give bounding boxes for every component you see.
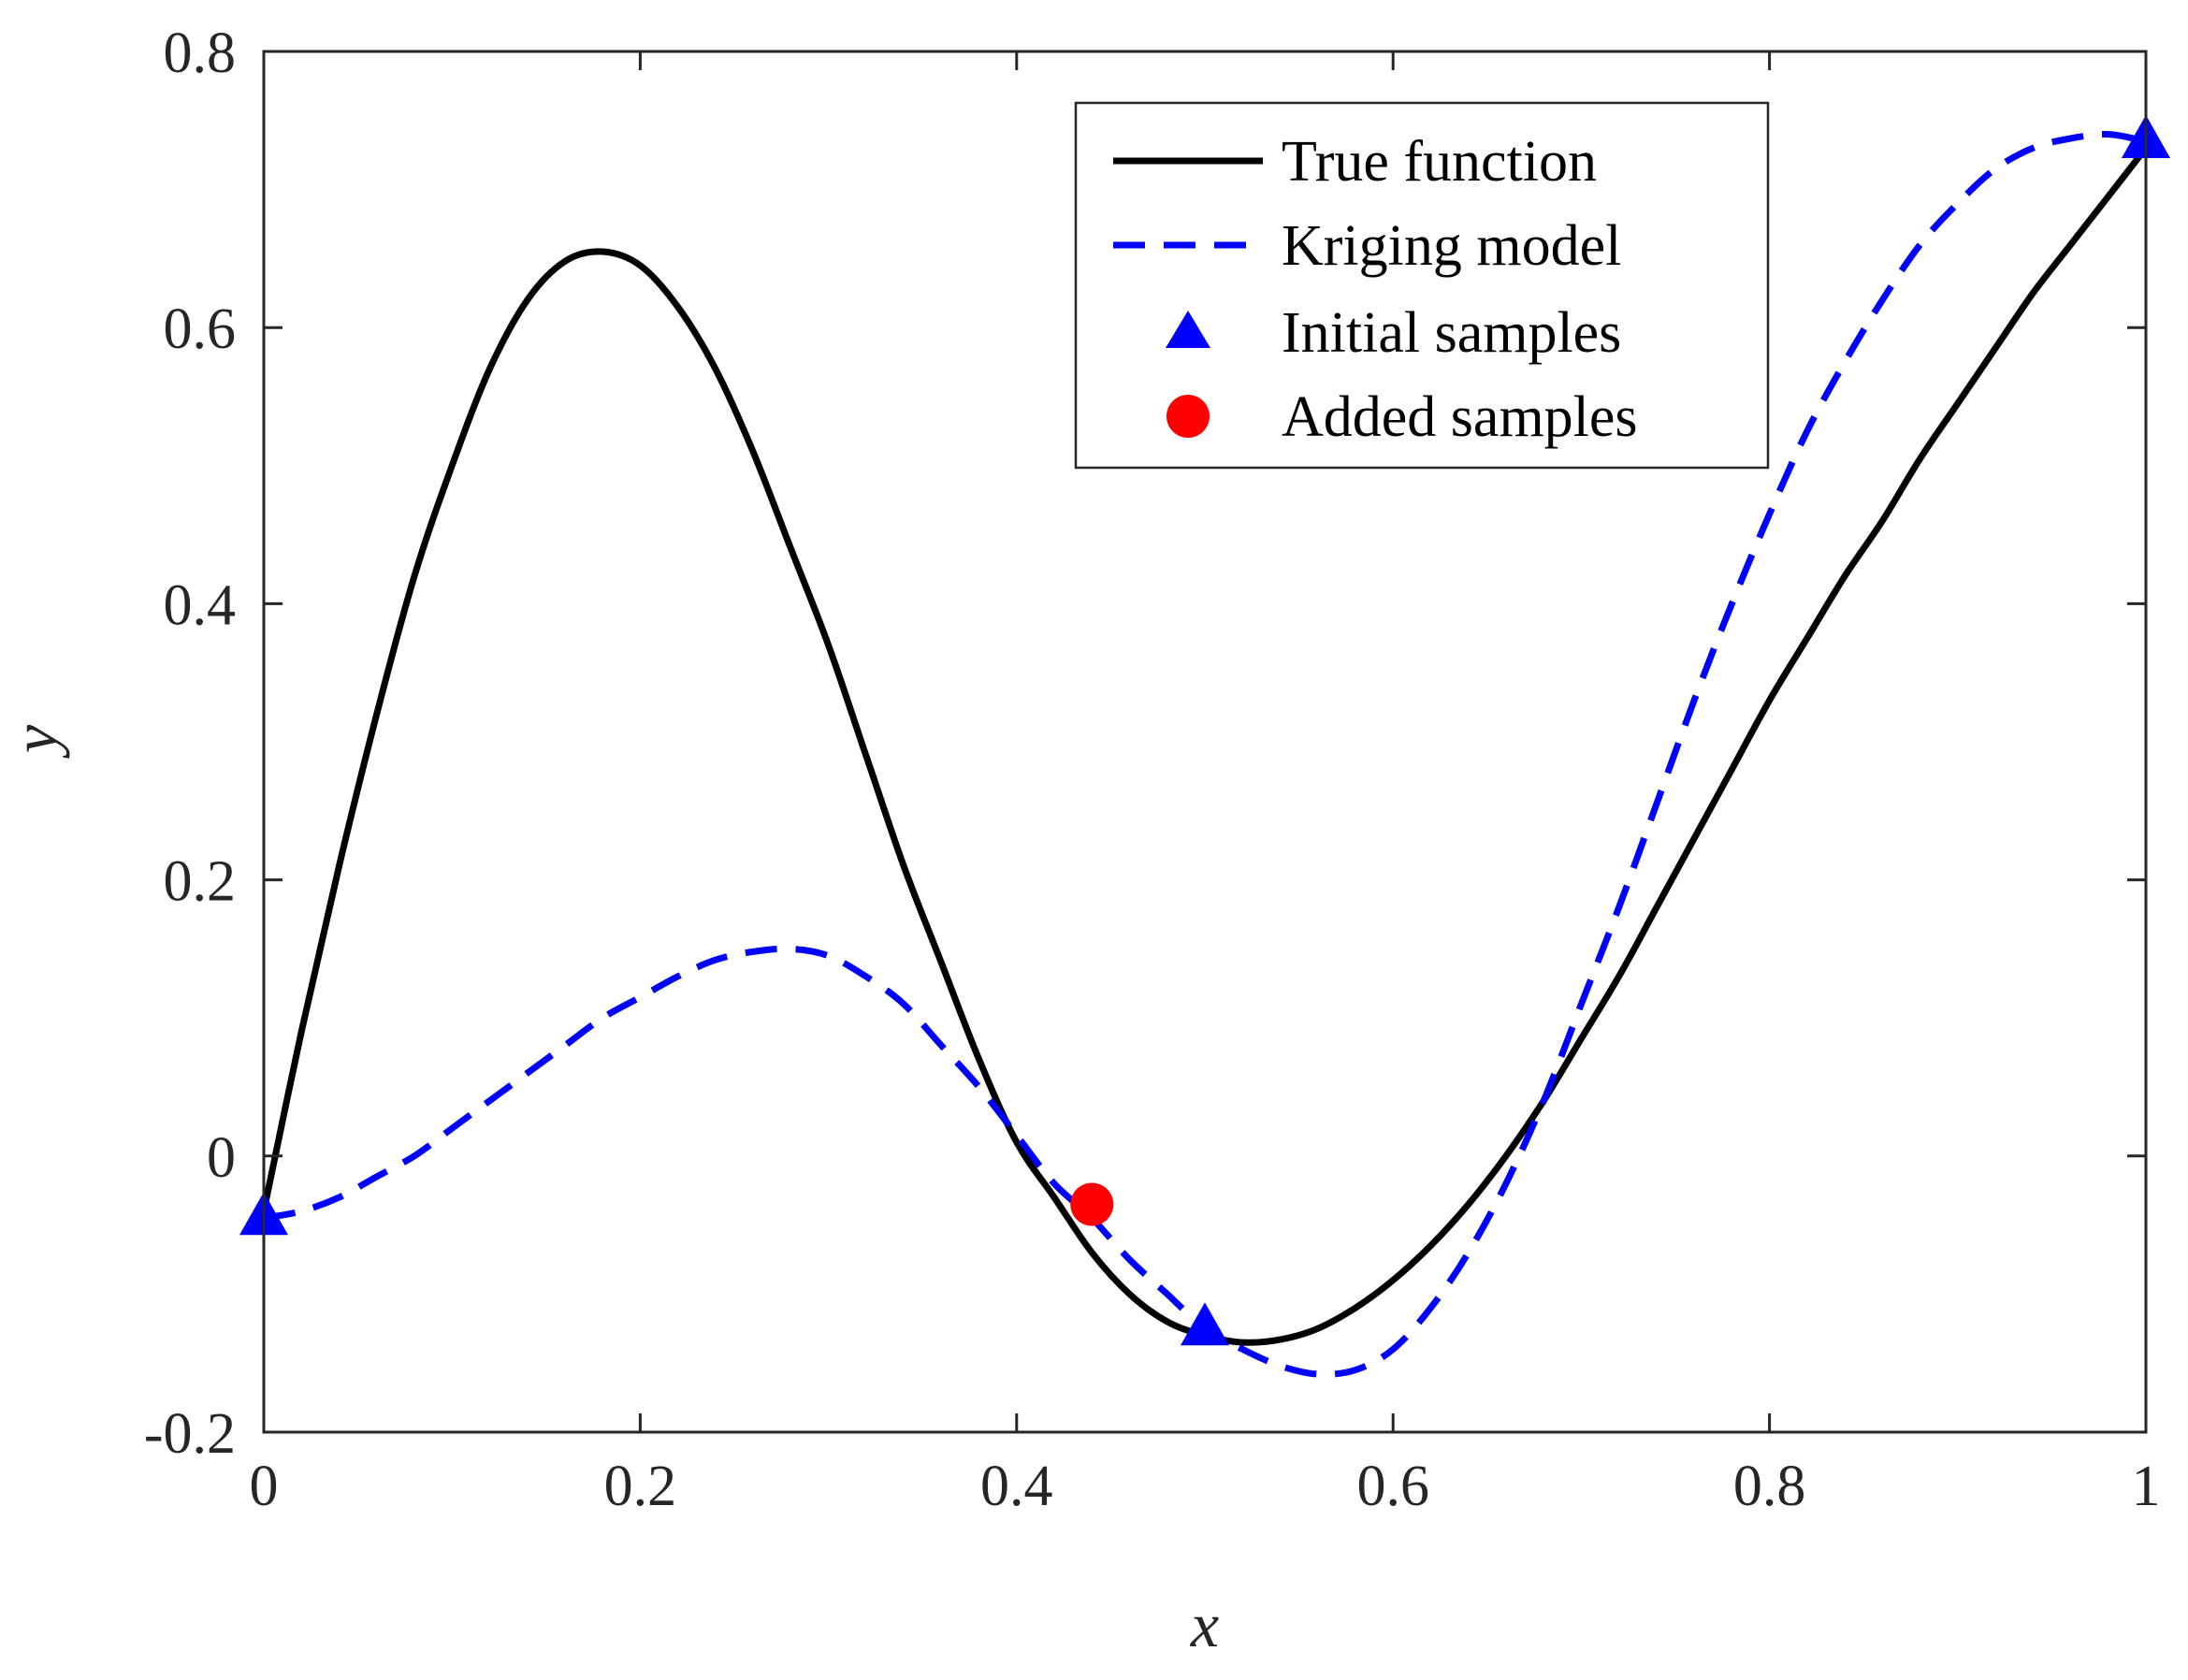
legend-initial-samples-marker bbox=[1166, 311, 1210, 348]
series-line-true-function bbox=[260, 146, 2149, 1346]
legend-added-samples-label: Added samples bbox=[1282, 385, 1638, 449]
x-axis-ticks: 0 0.2 0.4 0.6 0.8 1 bbox=[250, 51, 2161, 1518]
added-samples-marker bbox=[1070, 1182, 1114, 1226]
y-tick-label: -0.2 bbox=[144, 1402, 236, 1466]
x-tick-label: 0.4 bbox=[980, 1455, 1053, 1518]
x-axis-label: x bbox=[1190, 1589, 1219, 1660]
x-tick-label: 1 bbox=[2132, 1455, 2161, 1518]
y-tick-label: 0.4 bbox=[164, 573, 237, 637]
x-tick-label: 0.6 bbox=[1356, 1455, 1429, 1518]
axes-box bbox=[262, 50, 2148, 1434]
curves bbox=[260, 131, 2149, 1378]
y-tick-label: 0.6 bbox=[164, 297, 237, 361]
x-tick-label: 0.8 bbox=[1733, 1455, 1806, 1518]
series-line-kriging-model bbox=[263, 131, 2147, 1378]
legend: True function Kriging model Initial samp… bbox=[1074, 101, 1770, 470]
legend-added-samples-marker bbox=[1166, 395, 1210, 438]
y-tick-label: 0 bbox=[207, 1126, 236, 1190]
x-tick-label: 0 bbox=[250, 1455, 279, 1518]
y-tick-label: 0.2 bbox=[164, 850, 237, 914]
y-tick-label: 0.8 bbox=[164, 22, 237, 85]
y-axis-ticks: -0.2 0 0.2 0.4 0.6 0.8 bbox=[144, 22, 2146, 1466]
initial-samples-marker bbox=[1181, 1302, 1229, 1346]
x-tick-label: 0.2 bbox=[604, 1455, 677, 1518]
legend-true-function-label: True function bbox=[1282, 130, 1597, 194]
y-axis-label: y bbox=[0, 724, 70, 759]
legend-kriging-model-label: Kriging model bbox=[1282, 214, 1621, 278]
legend-initial-samples-label: Initial samples bbox=[1282, 301, 1621, 365]
